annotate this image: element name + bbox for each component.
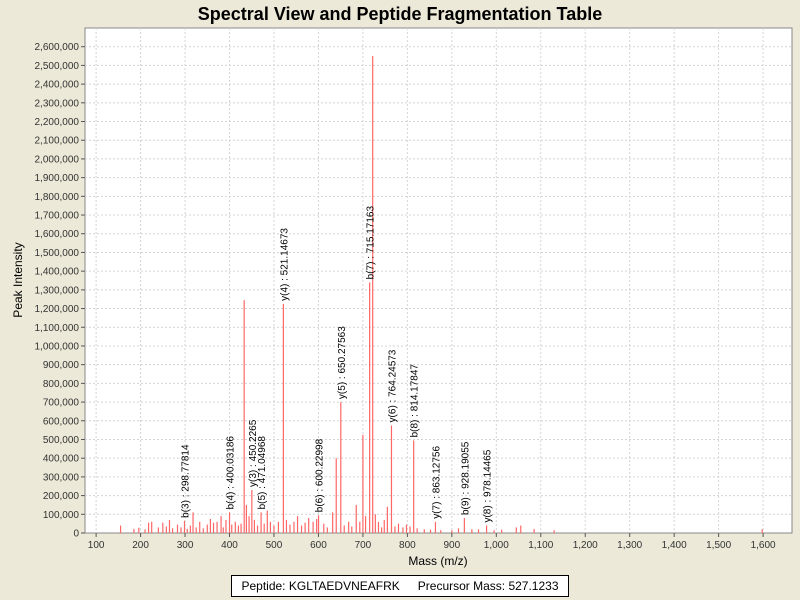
peak-annotation-label: b(6) : 600.22998 [315, 438, 326, 512]
peak-annotation-label: y(3) : 450.2265 [248, 419, 259, 487]
y-tick-label: 500,000 [43, 435, 80, 446]
y-tick-label: 1,900,000 [35, 173, 80, 184]
x-tick-label: 1,600 [751, 540, 776, 551]
y-tick-label: 400,000 [43, 454, 80, 465]
y-tick-label: 600,000 [43, 416, 80, 427]
peak-annotation-label: y(6) : 764.24573 [387, 349, 398, 422]
y-tick-label: 200,000 [43, 491, 80, 502]
y-tick-label: 1,400,000 [35, 267, 80, 278]
x-axis-title: Mass (m/z) [408, 554, 467, 568]
y-tick-label: 1,600,000 [35, 229, 80, 240]
y-tick-label: 2,600,000 [35, 42, 80, 53]
peptide-label: Peptide: KGLTAEDVNEAFRK [241, 579, 400, 593]
peak-annotation-label: y(5) : 650.27563 [337, 326, 348, 399]
peak-annotation-label: b(8) : 814.17847 [410, 364, 421, 438]
y-tick-label: 1,500,000 [35, 248, 80, 259]
y-tick-label: 2,100,000 [35, 136, 80, 147]
y-tick-label: 2,400,000 [35, 80, 80, 91]
peak-annotation-label: b(9) : 928.19055 [460, 441, 471, 515]
y-tick-label: 1,100,000 [35, 323, 80, 334]
y-tick-label: 1,800,000 [35, 192, 80, 203]
peak-annotation-label: b(7) : 715.17163 [366, 206, 377, 280]
precursor-mass-label: Precursor Mass: 527.1233 [417, 579, 559, 593]
y-tick-label: 1,300,000 [35, 285, 80, 296]
x-tick-label: 300 [177, 540, 194, 551]
x-tick-label: 1,200 [573, 540, 598, 551]
x-tick-label: 600 [310, 540, 327, 551]
y-tick-label: 2,300,000 [35, 98, 80, 109]
y-axis-title: Peak Intensity [11, 242, 25, 317]
x-tick-label: 1,400 [662, 540, 687, 551]
y-tick-label: 100,000 [43, 510, 80, 521]
x-tick-label: 400 [221, 540, 238, 551]
y-tick-label: 1,700,000 [35, 211, 80, 222]
y-tick-label: 2,200,000 [35, 117, 80, 128]
peak-annotation-label: b(3) : 298.77814 [181, 444, 192, 518]
peak-annotation-label: b(5) : 471.04968 [257, 436, 268, 510]
x-tick-label: 100 [88, 540, 105, 551]
x-tick-label: 200 [132, 540, 149, 551]
x-tick-label: 1,000 [484, 540, 509, 551]
y-tick-label: 800,000 [43, 379, 80, 390]
chart-title: Spectral View and Peptide Fragmentation … [197, 4, 603, 24]
x-tick-label: 700 [355, 540, 372, 551]
spectrum-chart: b(3) : 298.77814 b(4) : 400.03186 y(3) : 4… [11, 27, 793, 568]
peak-annotation-label: b(4) : 400.03186 [226, 436, 237, 510]
y-tick-label: 2,500,000 [35, 61, 80, 72]
x-tick-label: 1,300 [617, 540, 642, 551]
peak-annotation-label: y(7) : 863.12756 [431, 446, 442, 519]
y-tick-label: 2,000,000 [35, 154, 80, 165]
x-tick-label: 800 [399, 540, 416, 551]
x-tick-label: 1,500 [706, 540, 731, 551]
peptide-info-box: Peptide: KGLTAEDVNEAFRK Precursor Mass: … [231, 575, 569, 597]
x-tick-label: 500 [266, 540, 283, 551]
peak-annotation-label: y(8) : 978.14465 [483, 449, 494, 522]
y-tick-label: 1,200,000 [35, 304, 80, 315]
x-tick-label: 900 [443, 540, 460, 551]
peak-annotation-label: y(4) : 521.14673 [279, 228, 290, 301]
y-tick-label: 900,000 [43, 360, 80, 371]
y-tick-label: 0 [73, 529, 79, 540]
y-tick-label: 300,000 [43, 472, 80, 483]
y-tick-label: 700,000 [43, 398, 80, 409]
y-tick-label: 1,000,000 [35, 341, 80, 352]
x-tick-label: 1,100 [528, 540, 553, 551]
